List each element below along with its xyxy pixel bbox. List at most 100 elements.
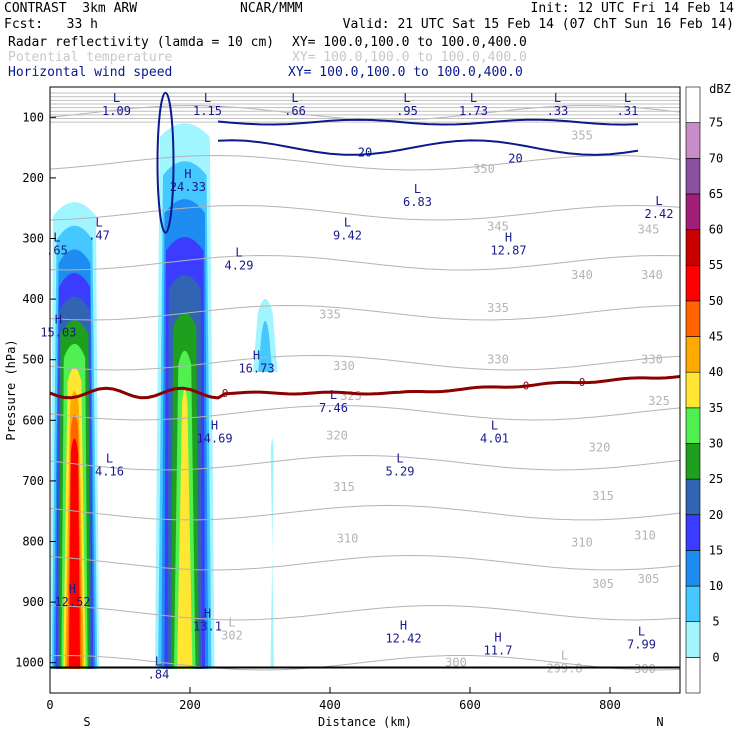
y-tick-label: 600: [22, 413, 44, 427]
colorbar-swatch: [685, 443, 701, 480]
colorbar-tick-label: 35: [709, 401, 723, 415]
theta-contour: [50, 554, 680, 571]
wind-speed-contour: [217, 118, 639, 126]
colorbar-swatch: [685, 336, 701, 373]
colorbar-tick-label: 60: [709, 223, 723, 237]
colorbar-tick-label: 75: [709, 116, 723, 130]
extremum-value: .66: [284, 104, 306, 118]
colorbar-tick-label: 50: [709, 294, 723, 308]
extremum-marker: H: [494, 630, 501, 644]
extremum-value: 13.1: [193, 619, 222, 633]
colorbar-swatch: [685, 407, 701, 444]
theta-contour-label: 345: [638, 222, 660, 236]
extremum-value: 1.15: [193, 104, 222, 118]
y-tick-label: 300: [22, 232, 44, 246]
y-tick-label: 200: [22, 171, 44, 185]
extremum-marker: H: [204, 606, 211, 620]
freezing-level-line: [50, 375, 680, 400]
colorbar-tick-label: 25: [709, 472, 723, 486]
colorbar-tick-label: 55: [709, 258, 723, 272]
theta-contour-label: 310: [634, 528, 656, 542]
extremum-value: 24.33: [170, 180, 206, 194]
extremum-marker: H: [505, 231, 512, 245]
theta-contour: [50, 204, 680, 221]
extremum-value: 299.8: [546, 662, 582, 676]
extremum-marker: L: [330, 388, 337, 402]
field-reflectivity-label: Radar reflectivity (lamda = 10 cm): [8, 35, 275, 50]
reflectivity-band: [68, 438, 81, 669]
y-tick-label: 100: [22, 110, 44, 124]
theta-contour-label: 330: [641, 353, 663, 367]
extremum-marker: L: [561, 649, 568, 663]
extremum-marker: L: [396, 452, 403, 466]
field-wind-xy: XY= 100.0,100.0 to 100.0,400.0: [288, 65, 523, 80]
theta-contour: [50, 604, 680, 621]
x-tick-label: 800: [599, 698, 621, 712]
theta-contour: [50, 454, 680, 471]
header-institution: NCAR/MMM: [240, 1, 303, 16]
colorbar-tick-label: 15: [709, 543, 723, 557]
theta-contour: [50, 154, 680, 171]
plot-frame: [49, 86, 681, 694]
colorbar-tick-label: 5: [712, 615, 719, 629]
x-tick-label: 0: [46, 698, 53, 712]
theta-contour: [50, 354, 680, 371]
extremum-marker: L: [414, 182, 421, 196]
extremum-value: 12.87: [490, 244, 526, 258]
extremum-marker: L: [554, 91, 561, 105]
freezing-level-label: 0: [523, 379, 530, 392]
extremum-marker: L: [228, 615, 235, 629]
colorbar-swatch: [685, 122, 701, 159]
x-tick-label: 200: [179, 698, 201, 712]
theta-contour-label: 310: [337, 531, 359, 545]
theta-contour-label: 320: [589, 441, 611, 455]
colorbar-swatch: [685, 478, 701, 516]
theta-contour-label: 315: [333, 480, 355, 494]
colorbar-swatch: [685, 193, 701, 230]
extremum-value: 1.73: [459, 104, 488, 118]
extremum-marker: L: [106, 452, 113, 466]
theta-contour-label: 335: [319, 307, 341, 321]
x-axis-end-label: N: [656, 715, 663, 729]
colorbar-swatch: [685, 86, 701, 123]
colorbar-tick-label: 10: [709, 579, 723, 593]
theta-contour-label: 335: [487, 301, 509, 315]
extremum-value: 16.73: [238, 362, 274, 376]
header-valid-time: Valid: 21 UTC Sat 15 Feb 14 (07 ChT Sun …: [342, 17, 734, 32]
colorbar-swatch: [685, 264, 701, 302]
colorbar-swatch: [685, 585, 701, 623]
theta-contour-label: 305: [592, 577, 614, 591]
x-axis-start-label: S: [83, 715, 90, 729]
theta-contour: [50, 404, 680, 421]
y-tick-label: 700: [22, 474, 44, 488]
x-tick-label: 400: [319, 698, 341, 712]
theta-contour: [50, 504, 680, 521]
extremum-marker: L: [155, 655, 162, 669]
extremum-value: 15.03: [40, 325, 76, 339]
theta-contour-label: 330: [333, 359, 355, 373]
extremum-marker: L: [113, 91, 120, 105]
freezing-level-label: 0: [222, 387, 229, 400]
y-tick-label: 900: [22, 595, 44, 609]
extremum-marker: L: [655, 194, 662, 208]
extremum-value: .31: [617, 104, 639, 118]
extremum-marker: L: [638, 624, 645, 638]
colorbar-unit: dBZ: [709, 82, 731, 96]
colorbar-swatch: [685, 550, 701, 587]
colorbar-tick-label: 70: [709, 151, 723, 165]
extremum-marker: H: [211, 418, 218, 432]
x-axis-label: Distance (km): [318, 715, 412, 729]
extremum-value: 12.42: [385, 631, 421, 645]
header-forecast-hour: Fcst: 33 h: [4, 17, 98, 32]
extremum-value: .47: [88, 228, 110, 242]
header-model-name: CONTRAST 3km ARW: [4, 1, 138, 16]
extremum-value: 2.42: [645, 207, 674, 221]
theta-contour: [50, 304, 680, 321]
y-tick-label: 1000: [15, 656, 44, 670]
extremum-value: 14.69: [196, 431, 232, 445]
theta-contour-label: 305: [638, 572, 660, 586]
y-tick-label: 500: [22, 353, 44, 367]
field-reflectivity-xy: XY= 100.0,100.0 to 100.0,400.0: [292, 35, 527, 50]
y-axis-label: Pressure (hPa): [4, 339, 18, 440]
field-theta-xy: XY= 100.0,100.0 to 100.0,400.0: [292, 50, 527, 65]
